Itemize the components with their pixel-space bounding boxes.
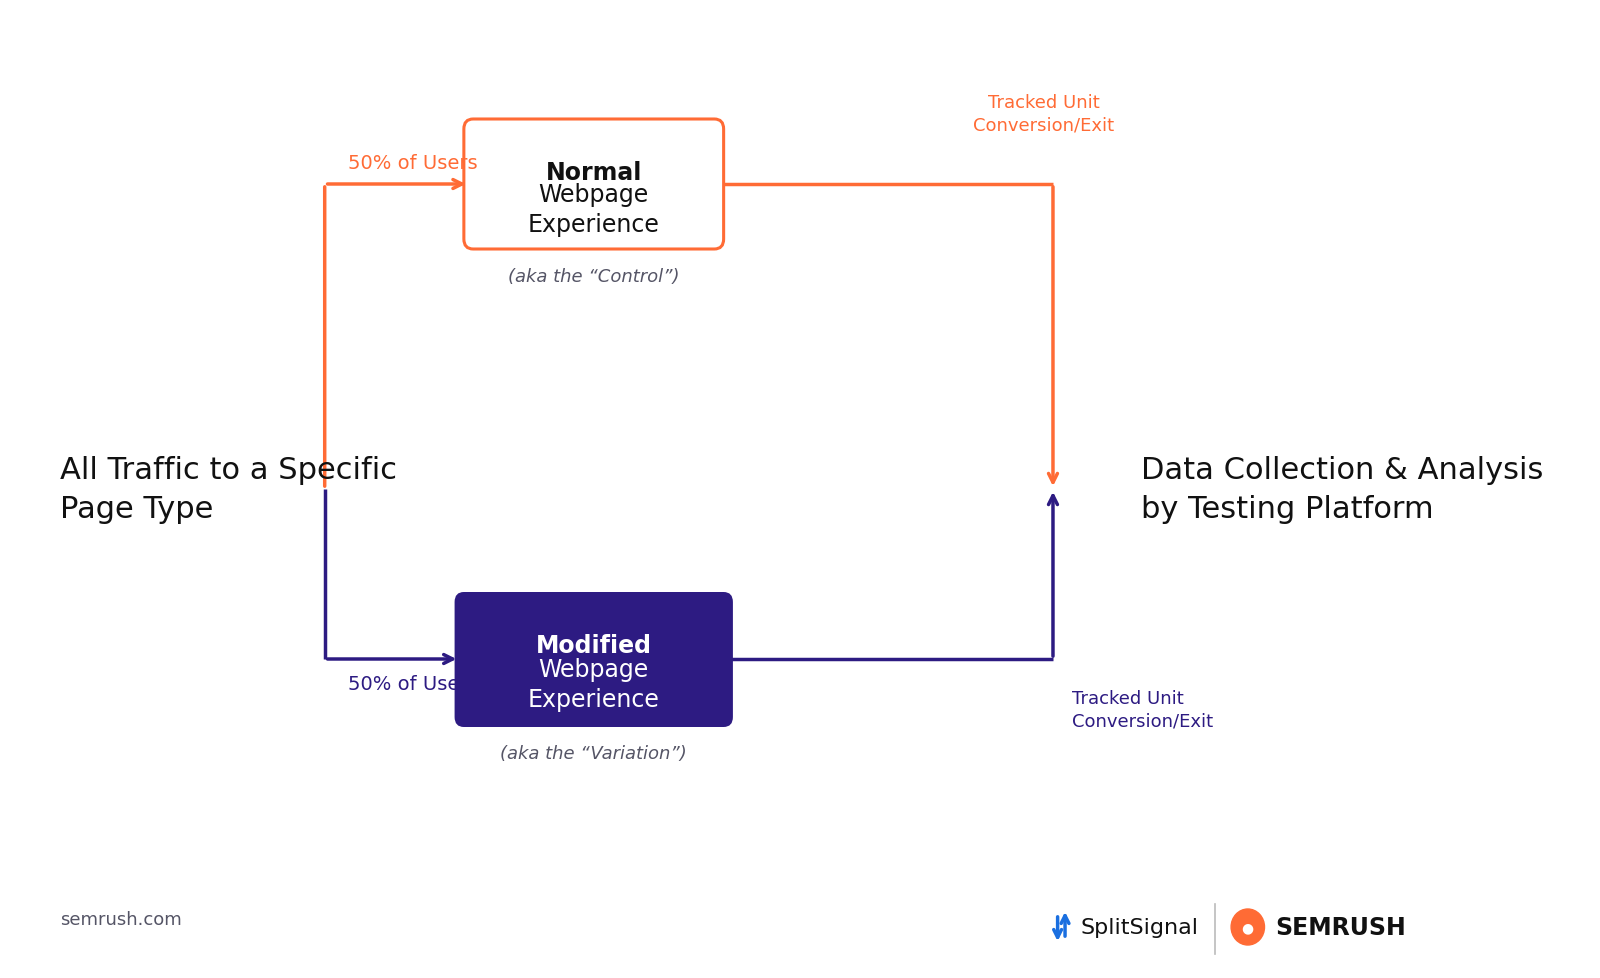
- Text: (aka the “Variation”): (aka the “Variation”): [501, 744, 686, 762]
- Text: semrush.com: semrush.com: [61, 911, 182, 928]
- Text: Webpage
Experience: Webpage Experience: [528, 183, 659, 237]
- Circle shape: [1230, 910, 1264, 945]
- Text: 50% of Users: 50% of Users: [347, 154, 477, 173]
- FancyBboxPatch shape: [454, 593, 733, 728]
- Text: 50% of Users: 50% of Users: [347, 674, 477, 693]
- Text: Data Collection & Analysis
by Testing Platform: Data Collection & Analysis by Testing Pl…: [1141, 456, 1544, 523]
- Text: Tracked Unit
Conversion/Exit: Tracked Unit Conversion/Exit: [973, 94, 1114, 135]
- FancyBboxPatch shape: [464, 120, 723, 249]
- Text: All Traffic to a Specific
Page Type: All Traffic to a Specific Page Type: [61, 456, 397, 523]
- Text: ●: ●: [1242, 920, 1254, 934]
- Text: Modified: Modified: [536, 634, 651, 657]
- Text: (aka the “Control”): (aka the “Control”): [509, 268, 680, 286]
- Text: Webpage
Experience: Webpage Experience: [528, 657, 659, 712]
- Text: SplitSignal: SplitSignal: [1082, 917, 1198, 937]
- Text: SEMRUSH: SEMRUSH: [1275, 915, 1406, 939]
- Text: Tracked Unit
Conversion/Exit: Tracked Unit Conversion/Exit: [1072, 689, 1213, 731]
- Text: Normal: Normal: [546, 160, 642, 185]
